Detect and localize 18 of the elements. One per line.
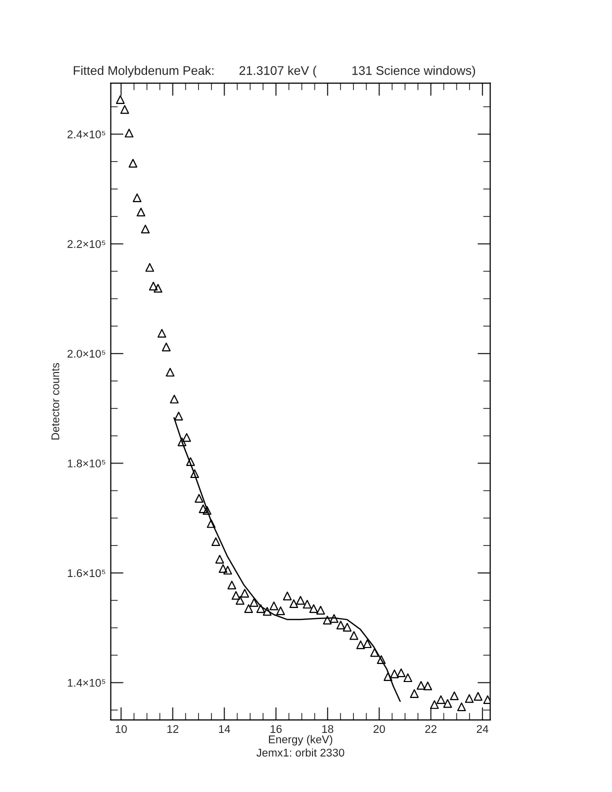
y-tick-label: 1.8×10⁵ — [68, 460, 106, 468]
y-tick-label: 2.0×10⁵ — [68, 350, 106, 358]
x-tick-label: 24 — [476, 725, 488, 733]
y-axis-title: Detector counts — [52, 363, 60, 440]
x-tick-label: 20 — [374, 725, 385, 733]
x-tick-label: 14 — [219, 725, 230, 733]
y-tick-label: 2.4×10⁵ — [68, 130, 106, 138]
y-tick-label: 1.4×10⁵ — [68, 678, 106, 687]
y-tick-label: 2.2×10⁵ — [68, 240, 106, 248]
y-tick-label: 1.6×10⁵ — [68, 569, 106, 578]
x-tick-label: 18 — [322, 725, 334, 733]
x-tick-label: 16 — [270, 725, 282, 733]
text: Jemx1: orbit 2330 — [256, 748, 344, 757]
x-axis-title: Energy (keV) — [268, 735, 332, 746]
x-tick-label: 10 — [116, 725, 127, 733]
x-tick-label: 12 — [167, 725, 178, 733]
chart-title: Fitted Molybdenum Peak: 21.3107 keV ( 131 Science windows) — [74, 66, 476, 78]
x-tick-label: 22 — [425, 725, 436, 733]
